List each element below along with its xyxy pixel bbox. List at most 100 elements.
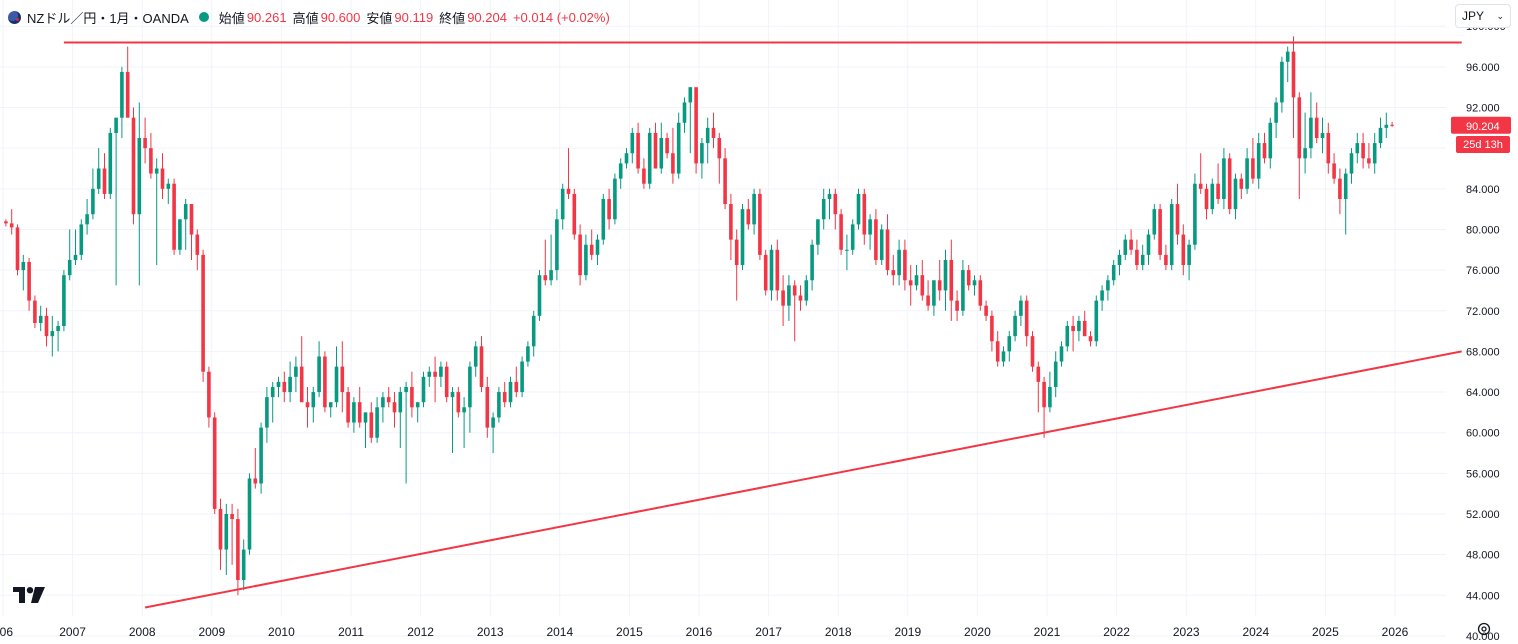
candle-body	[908, 280, 913, 286]
candle-body	[166, 183, 171, 189]
last-price-label: 90.204	[1466, 121, 1500, 133]
candle-body	[363, 412, 368, 423]
candle-body	[189, 204, 194, 235]
candle-body	[1065, 326, 1070, 347]
candle-body	[27, 261, 31, 301]
candle-body	[149, 148, 153, 174]
y-tick-label: 56.000	[1466, 468, 1500, 480]
candle-body	[1198, 183, 1203, 189]
candle-body	[607, 198, 611, 220]
candle-body	[833, 193, 838, 215]
candle-body	[1117, 254, 1122, 266]
candle-body	[926, 295, 930, 306]
currency-value: JPY	[1462, 9, 1485, 23]
candle-body	[717, 138, 722, 159]
candle-body	[555, 219, 559, 271]
candle-body	[201, 254, 205, 372]
nzd-flag-icon	[8, 10, 21, 24]
candle-body	[15, 227, 20, 271]
currency-selector[interactable]: JPY ⌄	[1455, 4, 1511, 28]
candle-body	[676, 122, 681, 174]
candle-body	[143, 138, 147, 149]
candle-body	[1024, 300, 1029, 337]
candle-body	[473, 346, 478, 367]
candle-body	[943, 259, 948, 291]
candle-body	[653, 132, 658, 169]
candle-body	[317, 356, 321, 393]
candle-body	[792, 285, 797, 296]
y-tick-label: 80.000	[1466, 224, 1500, 236]
candle-body	[868, 219, 872, 235]
candle-body	[740, 209, 745, 266]
y-tick-label: 84.000	[1466, 184, 1500, 196]
candle-body	[613, 178, 617, 220]
candle-body	[1245, 158, 1249, 189]
candle-body	[694, 87, 698, 164]
candle-body	[1262, 143, 1267, 159]
x-tick-label: 2016	[686, 625, 713, 639]
x-tick-label: 2019	[894, 625, 921, 639]
open-value: 90.261	[246, 9, 287, 25]
candle-body	[798, 295, 803, 301]
candle-body	[207, 371, 211, 418]
candle-body	[937, 280, 942, 291]
x-tick-label: 2009	[198, 625, 225, 639]
candle-body	[1169, 204, 1174, 266]
candle-body	[386, 397, 391, 403]
candle-body	[236, 519, 240, 581]
candle-body	[91, 188, 95, 215]
price-axis: 40.000 44.000 48.000 52.000 56.000 60.000 64.0…	[1451, 21, 1511, 643]
candle-body	[804, 280, 809, 301]
candle-body	[1268, 122, 1273, 159]
y-tick-label: 40.000	[1466, 631, 1500, 643]
candle-body	[1251, 158, 1255, 179]
candle-body	[450, 392, 455, 398]
candle-body	[1106, 280, 1110, 291]
candle-body	[444, 366, 449, 398]
candle-body	[1210, 183, 1215, 210]
candle-body	[821, 198, 826, 220]
candle-body	[1053, 361, 1058, 387]
candle-body	[903, 249, 907, 281]
chevron-down-icon: ⌄	[1496, 10, 1504, 21]
settings-icon[interactable]	[1476, 621, 1492, 637]
candle-body	[879, 229, 884, 260]
y-tick-label: 96.000	[1466, 62, 1500, 74]
candle-body	[688, 87, 693, 103]
candle-body	[920, 275, 925, 296]
candle-body	[9, 223, 14, 228]
candle-body	[479, 346, 484, 387]
candle-body	[1204, 188, 1209, 210]
candle-body	[96, 168, 101, 189]
candle-body	[4, 221, 8, 224]
last-price-marker	[1451, 116, 1511, 134]
candle-body	[885, 229, 890, 271]
candle-body	[949, 259, 954, 301]
candle-body	[1140, 254, 1145, 266]
tradingview-logo-icon[interactable]	[13, 587, 45, 603]
candle-body	[1013, 315, 1017, 337]
x-tick-label: 2026	[1382, 625, 1409, 639]
x-tick-label: 2018	[825, 625, 852, 639]
symbol-title[interactable]: NZドル／円・1月・OANDA	[27, 10, 189, 26]
market-status-dot-icon[interactable]	[198, 12, 209, 22]
high-label: 高値	[292, 10, 319, 26]
candle-body	[328, 402, 333, 408]
candle-body	[758, 193, 762, 255]
trendline-support[interactable]	[144, 350, 1462, 609]
candle-body	[1036, 366, 1041, 382]
candle-body	[845, 249, 849, 251]
candle-body	[79, 224, 84, 255]
y-tick-label: 52.000	[1466, 509, 1500, 521]
candle-body	[595, 239, 600, 255]
candle-body	[1355, 143, 1360, 154]
x-tick-label: 2022	[1103, 625, 1130, 639]
candle-body	[299, 366, 304, 403]
x-tick-label: 2024	[1242, 625, 1269, 639]
candle-body	[439, 366, 443, 377]
time-axis: 006 2007 2008 2009 2010 2011 2012 2013 2014 2015 2…	[0, 625, 1409, 639]
candle-body	[270, 386, 275, 398]
candle-body	[212, 417, 217, 509]
